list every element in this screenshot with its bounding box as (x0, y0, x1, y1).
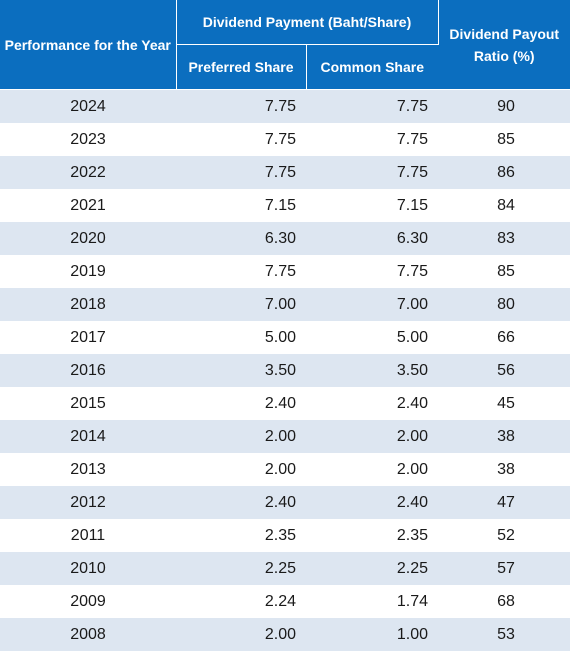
header-performance: Performance for the Year (0, 0, 177, 90)
common-share-cell: 6.30 (306, 222, 438, 255)
payout-ratio-cell: 38 (438, 420, 570, 453)
year-cell: 2012 (0, 486, 176, 519)
common-share-cell: 7.15 (306, 189, 438, 222)
payout-ratio-cell: 52 (438, 519, 570, 552)
common-share-cell: 3.50 (306, 354, 438, 387)
payout-ratio-cell: 68 (438, 585, 570, 618)
preferred-share-cell: 2.35 (176, 519, 306, 552)
common-share-cell: 7.75 (306, 156, 438, 189)
payout-ratio-cell: 83 (438, 222, 570, 255)
payout-ratio-cell: 57 (438, 552, 570, 585)
payout-ratio-cell: 85 (438, 123, 570, 156)
common-share-cell: 2.00 (306, 453, 438, 486)
year-cell: 2023 (0, 123, 176, 156)
year-cell: 2017 (0, 321, 176, 354)
preferred-share-cell: 2.25 (176, 552, 306, 585)
preferred-share-cell: 2.40 (176, 387, 306, 420)
preferred-share-cell: 7.00 (176, 288, 306, 321)
common-share-cell: 7.75 (306, 89, 438, 123)
preferred-share-cell: 2.24 (176, 585, 306, 618)
common-share-cell: 2.40 (306, 387, 438, 420)
table-row: 2013 2.00 2.00 38 (0, 453, 570, 486)
preferred-share-cell: 7.75 (176, 123, 306, 156)
preferred-share-cell: 6.30 (176, 222, 306, 255)
payout-ratio-cell: 85 (438, 255, 570, 288)
header-dividend-payment: Dividend Payment (Baht/Share) (176, 0, 439, 45)
header-common-share: Common Share (306, 44, 438, 90)
preferred-share-cell: 2.00 (176, 453, 306, 486)
table-row: 2012 2.40 2.40 47 (0, 486, 570, 519)
payout-ratio-cell: 45 (438, 387, 570, 420)
payout-ratio-cell: 86 (438, 156, 570, 189)
common-share-cell: 7.75 (306, 123, 438, 156)
table-row: 2023 7.75 7.75 85 (0, 123, 570, 156)
payout-ratio-cell: 38 (438, 453, 570, 486)
common-share-cell: 2.40 (306, 486, 438, 519)
table-row: 2022 7.75 7.75 86 (0, 156, 570, 189)
common-share-cell: 5.00 (306, 321, 438, 354)
common-share-cell: 2.00 (306, 420, 438, 453)
year-cell: 2020 (0, 222, 176, 255)
common-share-cell: 1.00 (306, 618, 438, 651)
payout-ratio-cell: 80 (438, 288, 570, 321)
year-cell: 2011 (0, 519, 176, 552)
preferred-share-cell: 7.75 (176, 89, 306, 123)
preferred-share-cell: 2.00 (176, 618, 306, 651)
payout-ratio-cell: 90 (438, 89, 570, 123)
year-cell: 2013 (0, 453, 176, 486)
common-share-cell: 7.75 (306, 255, 438, 288)
table-row: 2021 7.15 7.15 84 (0, 189, 570, 222)
preferred-share-cell: 3.50 (176, 354, 306, 387)
year-cell: 2008 (0, 618, 176, 651)
table-row: 2011 2.35 2.35 52 (0, 519, 570, 552)
year-cell: 2014 (0, 420, 176, 453)
table-row: 2008 2.00 1.00 53 (0, 618, 570, 651)
payout-ratio-cell: 53 (438, 618, 570, 651)
table-row: 2017 5.00 5.00 66 (0, 321, 570, 354)
year-cell: 2024 (0, 89, 176, 123)
table-header: Performance for the Year Dividend Paymen… (0, 0, 570, 90)
header-preferred-share: Preferred Share (176, 44, 307, 90)
year-cell: 2010 (0, 552, 176, 585)
table-row: 2014 2.00 2.00 38 (0, 420, 570, 453)
header-payout-ratio: Dividend Payout Ratio (%) (438, 0, 570, 90)
preferred-share-cell: 7.75 (176, 255, 306, 288)
year-cell: 2021 (0, 189, 176, 222)
common-share-cell: 7.00 (306, 288, 438, 321)
payout-ratio-cell: 56 (438, 354, 570, 387)
preferred-share-cell: 5.00 (176, 321, 306, 354)
preferred-share-cell: 2.40 (176, 486, 306, 519)
payout-ratio-cell: 84 (438, 189, 570, 222)
table-row: 2016 3.50 3.50 56 (0, 354, 570, 387)
year-cell: 2018 (0, 288, 176, 321)
preferred-share-cell: 7.75 (176, 156, 306, 189)
year-cell: 2016 (0, 354, 176, 387)
preferred-share-cell: 7.15 (176, 189, 306, 222)
payout-ratio-cell: 47 (438, 486, 570, 519)
table-row: 2019 7.75 7.75 85 (0, 255, 570, 288)
table-row: 2020 6.30 6.30 83 (0, 222, 570, 255)
table-body: 2024 7.75 7.75 90 2023 7.75 7.75 85 2022 7.75 7.75… (0, 89, 570, 651)
common-share-cell: 2.35 (306, 519, 438, 552)
common-share-cell: 1.74 (306, 585, 438, 618)
common-share-cell: 2.25 (306, 552, 438, 585)
payout-ratio-cell: 66 (438, 321, 570, 354)
table-row: 2024 7.75 7.75 90 (0, 89, 570, 123)
table-row: 2009 2.24 1.74 68 (0, 585, 570, 618)
table-row: 2015 2.40 2.40 45 (0, 387, 570, 420)
year-cell: 2015 (0, 387, 176, 420)
table-row: 2018 7.00 7.00 80 (0, 288, 570, 321)
year-cell: 2019 (0, 255, 176, 288)
year-cell: 2009 (0, 585, 176, 618)
table-row: 2010 2.25 2.25 57 (0, 552, 570, 585)
year-cell: 2022 (0, 156, 176, 189)
preferred-share-cell: 2.00 (176, 420, 306, 453)
